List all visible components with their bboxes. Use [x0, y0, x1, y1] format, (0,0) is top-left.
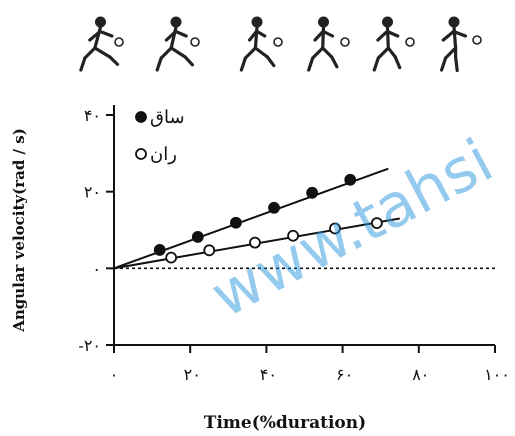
legend-label-series-1: ساق	[150, 107, 185, 128]
data-point-series-2	[249, 236, 261, 249]
ball-icon	[405, 37, 415, 47]
ball-icon	[114, 37, 124, 47]
kicker-figure-6	[440, 16, 482, 73]
data-point-series-1	[306, 186, 319, 199]
y-tick-label: -٢٠	[78, 336, 101, 355]
legend-marker-series-1	[135, 111, 147, 123]
kicker-figure-2	[155, 16, 200, 72]
ball-icon	[190, 37, 200, 47]
data-point-series-1	[230, 216, 242, 229]
data-point-series-2	[203, 244, 216, 257]
kicker-figure-4	[307, 16, 350, 72]
kicker-figure-5	[372, 16, 415, 72]
data-point-series-1	[191, 230, 204, 243]
x-tick-label: ٢٠	[184, 365, 201, 384]
data-point-series-1	[153, 244, 166, 256]
x-tick-label: ۴٠	[260, 365, 277, 384]
x-tick-label: ١٠٠	[484, 365, 510, 384]
y-tick-label: ٠	[92, 259, 101, 278]
y-tick-label: ۴٠	[84, 106, 101, 125]
ball-icon	[340, 37, 350, 47]
x-tick-label: ۶٠	[336, 365, 353, 384]
data-point-series-2	[165, 251, 178, 264]
y-tick-label: ٢٠	[84, 183, 101, 202]
legend-label-series-2: ران	[150, 144, 177, 165]
data-point-series-2	[287, 229, 299, 242]
plot-area: ۴٠ ٢٠ ٠ -٢٠ ٠ ٢٠ ۴٠ ۶٠ ٨٠ ١٠٠ ساق ران	[78, 105, 510, 384]
x-tick-label: ٨٠	[412, 365, 429, 384]
kicker-figure-1	[79, 16, 124, 72]
data-point-series-2	[370, 217, 383, 230]
kicker-figure-3	[239, 16, 283, 72]
kick-sequence-figures	[79, 16, 482, 73]
x-axis-label: Time(%duration)	[204, 413, 366, 433]
ball-icon	[472, 35, 482, 45]
y-axis-label: Angular velocity(rad / s)	[10, 128, 28, 333]
legend-marker-series-2	[135, 148, 147, 160]
data-point-series-1	[268, 201, 280, 214]
x-tick-label: ٠	[110, 365, 119, 384]
data-point-series-1	[344, 173, 357, 186]
data-point-series-2	[329, 222, 341, 235]
ball-icon	[273, 37, 283, 47]
